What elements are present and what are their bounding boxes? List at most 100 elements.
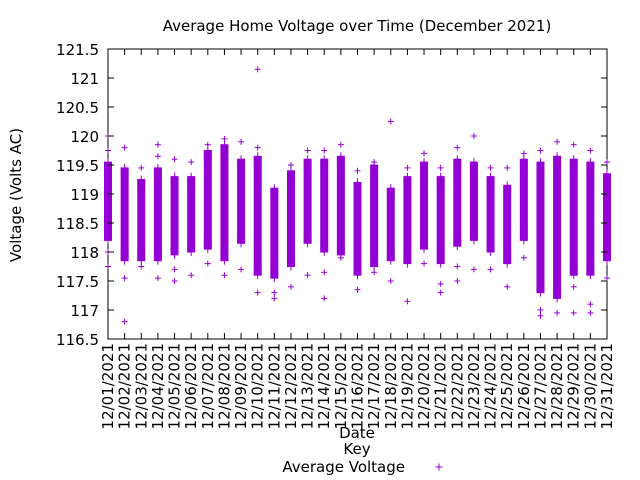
data-point-outlier: [387, 118, 394, 125]
data-point: [353, 187, 362, 196]
data-column: [187, 176, 196, 252]
data-point-outlier: [138, 164, 145, 171]
x-tick-label: 12/16/2021: [349, 343, 367, 429]
x-tick-label: 12/23/2021: [465, 343, 483, 429]
x-tick-label: 12/25/2021: [498, 343, 516, 429]
y-tick-label: 119: [70, 186, 99, 204]
data-point-outlier: [437, 164, 444, 171]
data-column: [569, 159, 578, 276]
data-column: [519, 159, 528, 241]
data-point-outlier: [537, 312, 544, 319]
data-point-outlier: [387, 278, 394, 284]
data-point: [519, 227, 528, 236]
data-column: [386, 188, 395, 261]
data-point-outlier: [238, 138, 245, 145]
data-point-outlier: [354, 167, 361, 174]
data-point: [137, 247, 146, 256]
data-point: [270, 193, 279, 202]
y-tick-label: 121.5: [56, 41, 99, 59]
data-point: [436, 181, 445, 190]
data-point: [336, 161, 345, 170]
data-point: [187, 181, 196, 190]
data-column: [536, 162, 545, 293]
data-point-outlier: [188, 272, 195, 279]
data-point-outlier: [487, 266, 494, 273]
x-tick-label: 12/01/2021: [99, 343, 117, 429]
data-point-outlier: [554, 309, 561, 316]
data-point-outlier: [254, 144, 261, 151]
data-point-outlier: [354, 286, 361, 293]
data-point-outlier: [537, 147, 544, 154]
data-point-outlier: [604, 275, 610, 282]
data-point: [220, 149, 229, 158]
data-point-outlier: [321, 295, 328, 302]
data-point: [286, 253, 295, 262]
data-column: [170, 176, 179, 255]
data-point: [486, 239, 495, 247]
data-column: [436, 176, 445, 264]
x-tick-label: 12/29/2021: [565, 343, 583, 429]
data-point: [153, 172, 162, 181]
data-point: [519, 164, 528, 173]
data-point: [303, 164, 312, 173]
data-point: [237, 230, 246, 239]
data-column: [469, 162, 478, 241]
data-point-outlier: [470, 133, 477, 139]
data-column: [203, 150, 212, 250]
data-column: [120, 167, 129, 261]
data-point-outlier: [570, 283, 577, 290]
data-point-outlier: [121, 144, 128, 151]
x-tick-label: 12/28/2021: [548, 343, 566, 429]
data-point-outlier: [321, 269, 328, 276]
data-point-outlier: [204, 141, 211, 148]
data-point: [586, 262, 595, 271]
data-point-outlier: [138, 263, 145, 270]
data-point-outlier: [105, 147, 111, 154]
data-column: [453, 159, 462, 247]
data-point-outlier: [221, 272, 228, 279]
data-point-outlier: [437, 289, 444, 296]
data-column: [237, 159, 246, 244]
data-point-outlier: [587, 309, 594, 316]
data-point-outlier: [587, 147, 594, 154]
x-tick-label: 12/13/2021: [299, 343, 317, 429]
data-point-outlier: [437, 280, 444, 287]
legend-plus-marker: [435, 463, 443, 471]
data-point: [286, 175, 295, 184]
data-point-outlier: [105, 263, 111, 270]
data-point: [453, 164, 462, 173]
x-tick-label: 12/10/2021: [249, 343, 267, 429]
data-point-outlier: [504, 283, 511, 290]
data-point: [553, 285, 562, 294]
data-column: [503, 185, 512, 264]
data-column: [486, 176, 495, 252]
data-point-outlier: [271, 295, 278, 302]
data-point-outlier: [254, 66, 261, 73]
data-point: [420, 167, 429, 176]
data-point: [569, 262, 578, 271]
chart-title: Average Home Voltage over Time (December…: [163, 17, 552, 35]
data-point: [120, 172, 129, 181]
data-point-outlier: [504, 164, 511, 171]
data-point: [586, 167, 595, 176]
x-tick-label: 12/09/2021: [232, 343, 250, 429]
data-point-outlier: [337, 254, 344, 261]
data-point: [536, 279, 545, 288]
data-column: [353, 182, 362, 276]
data-point-outlier: [570, 141, 577, 148]
x-tick-label: 12/11/2021: [265, 343, 283, 429]
data-point: [569, 164, 578, 173]
data-point-outlier: [454, 278, 461, 284]
y-tick-label: 119.5: [56, 157, 99, 175]
data-point: [203, 155, 212, 164]
data-point: [486, 181, 495, 190]
x-tick-label: 12/17/2021: [365, 343, 383, 429]
x-tick-label: 12/24/2021: [482, 343, 500, 429]
data-point: [420, 236, 429, 245]
x-tick-label: 12/30/2021: [581, 343, 599, 429]
data-point-outlier: [404, 164, 411, 171]
data-point: [469, 167, 478, 176]
data-point: [336, 241, 345, 250]
data-column: [286, 170, 295, 267]
